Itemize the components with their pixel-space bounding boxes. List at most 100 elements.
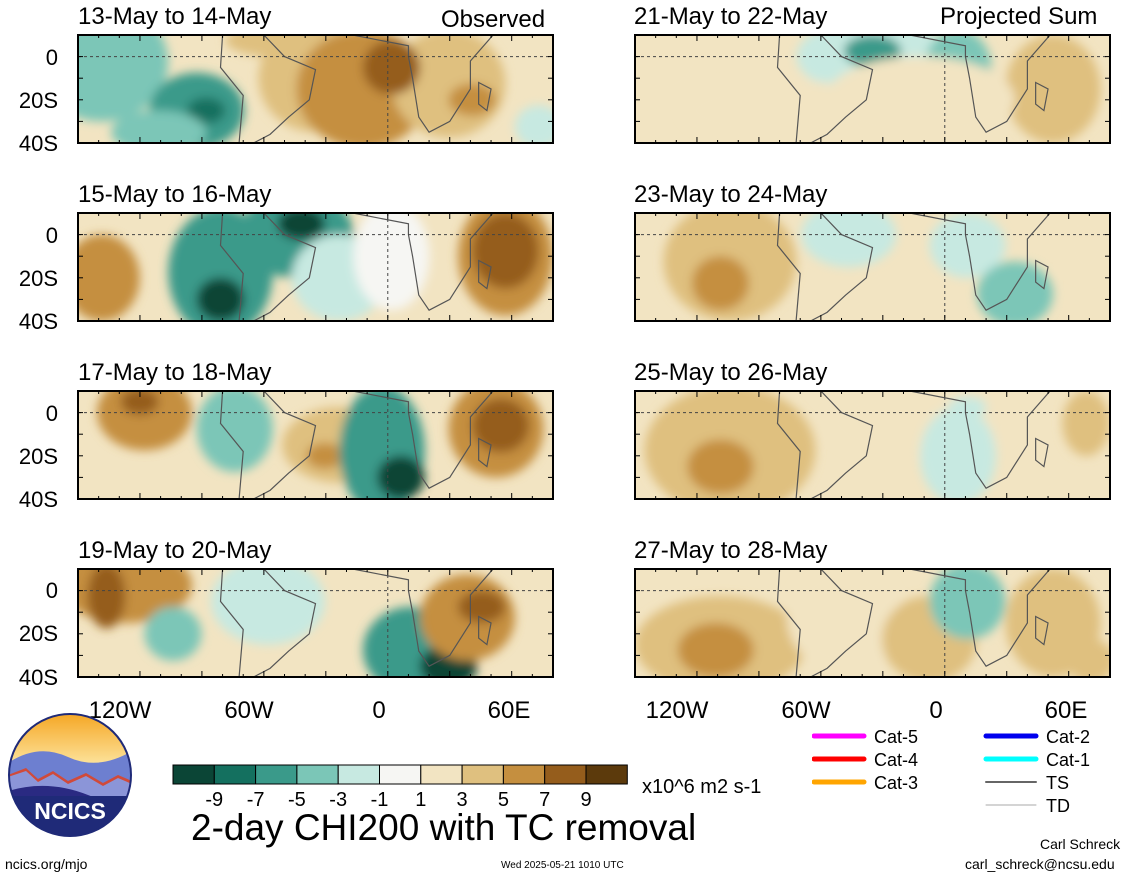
anomaly-blob [844,35,901,68]
map-panel [634,34,1111,144]
anomaly-blob [677,623,754,677]
lon-label-60w: 60W [781,697,831,724]
anomaly-blob [787,569,901,672]
coastline [352,391,494,489]
legend-label: TD [1046,796,1070,816]
anomaly-blob [1067,639,1110,677]
panel-frame [77,34,554,144]
panel-title: 13-May to 14-May [78,3,272,30]
colorbar-tick: 7 [539,789,550,811]
coastline [1035,259,1049,290]
anomaly-blob [1005,35,1101,143]
anomaly-blob [111,110,207,143]
colorbar-swatch [296,764,339,785]
panel-frame [634,568,1111,678]
coastline [776,213,874,321]
anomaly-blob [472,398,530,453]
coastline [478,437,492,468]
coastline [478,81,492,112]
anomaly-blob [692,256,749,311]
map-panel [77,212,554,322]
coastline [352,35,494,133]
colorbar-tick: 9 [580,789,591,811]
colorbar-tick: -5 [288,789,306,811]
map-panel [77,568,554,678]
colorbar-tick: 1 [415,789,426,811]
colorbar-tick: 5 [498,789,509,811]
anomaly-blob [1062,391,1110,456]
colorbar-swatch [420,764,463,785]
anomaly-blob [1062,213,1110,278]
anomaly-blob [277,213,325,240]
panel-title: 17-May to 18-May [78,359,272,386]
colorbar-tick: -7 [247,789,265,811]
legend-label: Cat-5 [874,727,918,747]
panel-title: 25-May to 26-May [634,359,828,386]
anomaly-blob [801,213,897,267]
lat-label-0: 0 [45,401,58,426]
coastline [219,569,317,677]
legend-label: Cat-3 [874,773,918,793]
lat-label-40s: 40S [18,309,58,334]
colorbar-units: x10^6 m2 s-1 [642,776,762,798]
main-title: 2-day CHI200 with TC removal [191,807,697,848]
anomaly-blob [144,606,202,661]
tc-legend: Cat-5 Cat-4 Cat-3 Cat-2 Cat-1 TS TD [812,727,1090,816]
lon-label-60e: 60E [487,697,531,724]
lat-label-20s: 20S [18,88,58,113]
coastline [219,35,317,143]
colorbar-swatch [502,764,546,785]
anomaly-blob [977,261,1053,321]
lat-label-0: 0 [45,578,58,603]
lon-label-60e: 60E [1044,697,1088,724]
coastline [909,35,1051,133]
anomaly-blob [211,569,325,645]
panel-frame [77,390,554,500]
colorbar-swatch [213,764,257,785]
colorbar-swatch [461,764,504,785]
map-panel [77,34,554,144]
anomaly-blob [196,277,245,321]
map-panel [77,390,554,500]
coastline [1035,81,1049,112]
panel-title: 27-May to 28-May [634,537,828,564]
timestamp: Wed 2025-05-21 1010 UTC [501,860,624,871]
colorbar-swatch [544,764,587,785]
anomaly-blob [687,439,754,494]
colorbar-swatch [585,764,628,785]
legend-label: Cat-4 [874,750,918,770]
map-panel [634,390,1111,500]
legend-label: Cat-2 [1046,727,1090,747]
colorbar: -9 -7 -5 -3 -1 1 3 5 7 9 [172,764,628,811]
coastline [352,213,494,311]
coastline [1035,437,1049,468]
lon-label-60w: 60W [224,697,274,724]
panel-title: 19-May to 20-May [78,537,272,564]
anomaly-blob [97,391,192,451]
panel-frame [634,34,1111,144]
legend-label: TS [1046,773,1069,793]
panel-frame [77,212,554,322]
lat-label-40s: 40S [18,665,58,690]
coastline [776,35,874,143]
map-panel [634,568,1111,678]
coastline [909,569,1051,667]
anomaly-blob [353,213,430,311]
anomaly-blob [472,213,539,289]
anomaly-blob [920,407,996,499]
panel-title: 23-May to 24-May [634,181,828,208]
logo-text: NCICS [34,798,106,824]
coastline [1035,615,1049,646]
colorbar-tick: -1 [371,789,389,811]
coastline [776,391,874,499]
coastline [909,213,1051,311]
colorbar-swatch [337,764,380,785]
anomaly-blob [78,234,140,321]
anomaly-blob [377,455,425,499]
colorbar-swatch [255,764,298,785]
observed-label: Observed [441,6,546,33]
panel-frame [634,212,1111,322]
lon-label-120w: 120W [88,697,152,724]
coastline [478,615,492,646]
anomaly-blob [78,35,169,122]
